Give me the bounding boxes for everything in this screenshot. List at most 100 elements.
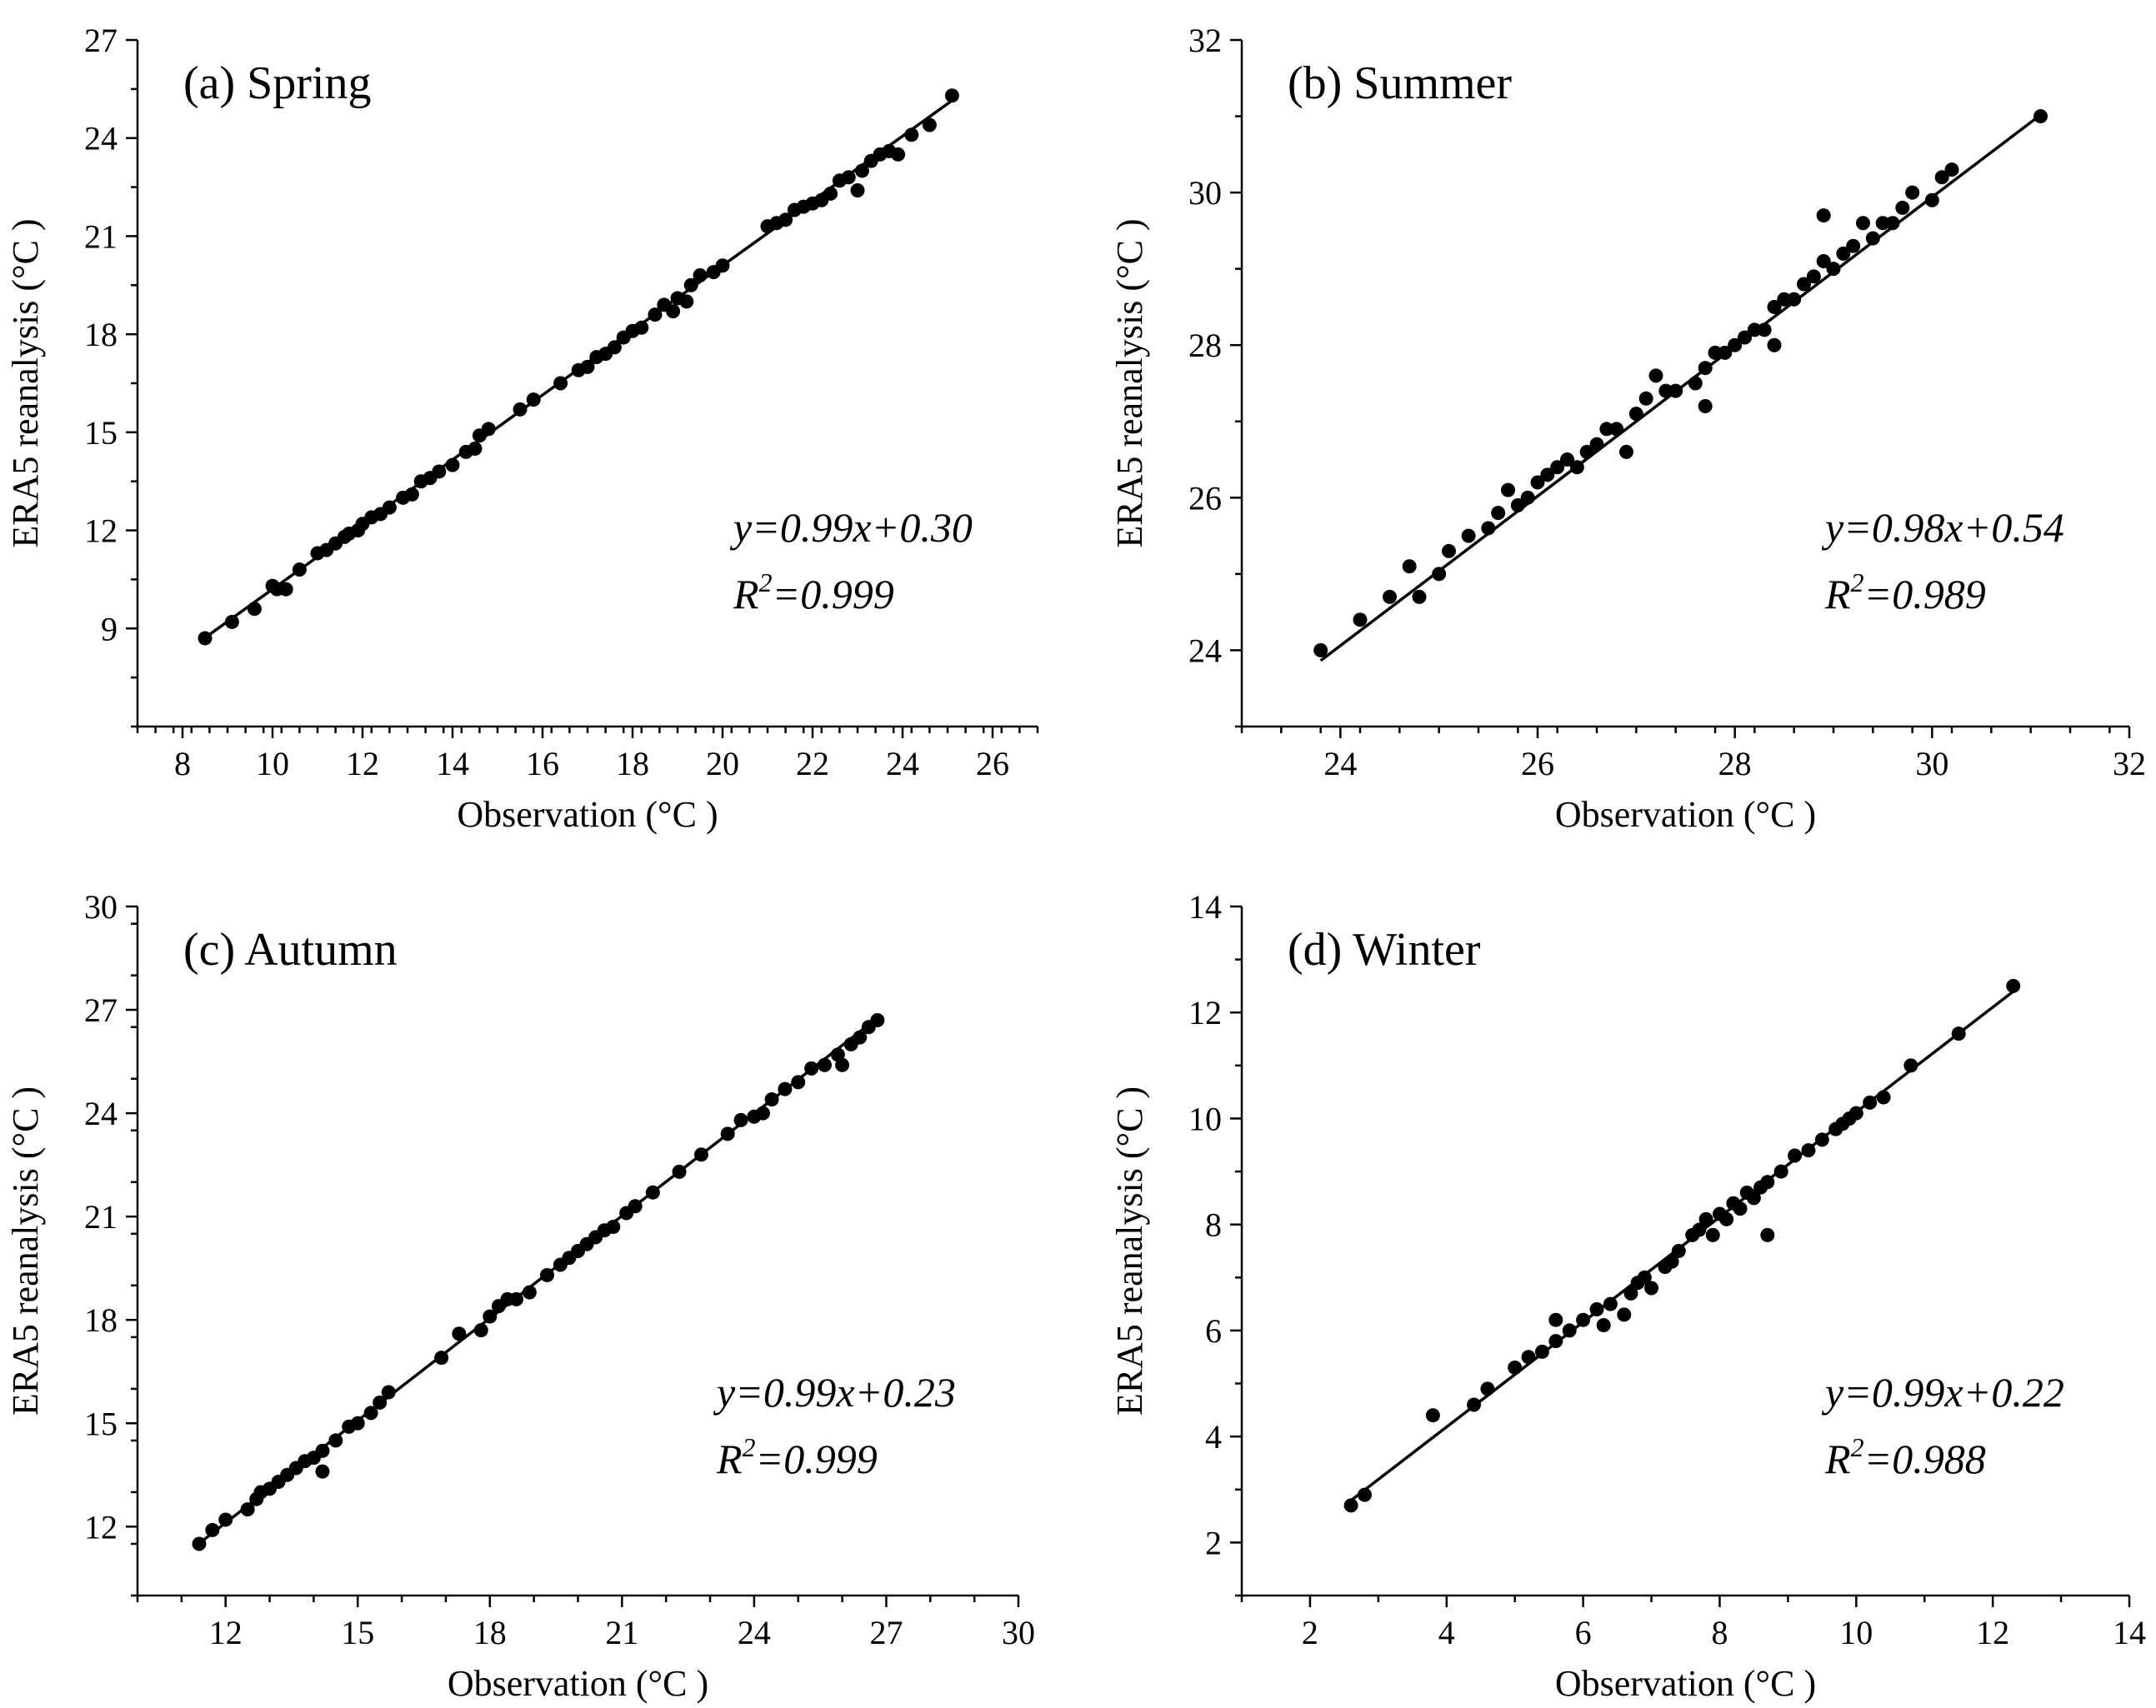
x-axis-title: Observation (°C ) <box>1555 794 1816 835</box>
data-point <box>1826 262 1841 277</box>
data-point <box>693 1147 708 1162</box>
data-point <box>1688 376 1703 391</box>
r-squared-exponent: 2 <box>743 1432 756 1462</box>
y-axis-title: ERA5 reanalysis (°C ) <box>5 1086 46 1416</box>
panel-0: 8 10 12 14 16 18 20 22 24 26 9 12 15 18 21 24 27 Observat… <box>5 22 1039 835</box>
data-point <box>1816 208 1831 223</box>
y-tick-label: 30 <box>84 888 118 926</box>
r-squared-exponent: 2 <box>759 567 773 597</box>
data-point <box>1658 383 1673 398</box>
x-tick-label: 12 <box>1976 1614 2009 1651</box>
data-point <box>853 1030 868 1045</box>
x-tick-label: 6 <box>1575 1614 1592 1651</box>
panel-1: 24 26 28 30 32 24 26 28 30 32 Observation (°C ) ERA… <box>1109 22 2146 835</box>
data-point <box>645 1185 660 1200</box>
panel-title: (d) Winter <box>1288 924 1481 976</box>
data-point <box>1903 1058 1918 1073</box>
data-point <box>1718 345 1733 360</box>
data-point <box>733 1112 748 1127</box>
data-point <box>1698 1211 1713 1226</box>
x-tick-label: 30 <box>1002 1614 1035 1651</box>
data-point <box>1534 1344 1549 1359</box>
data-point <box>1944 162 1959 177</box>
data-point <box>1579 444 1594 459</box>
y-tick-label: 30 <box>1188 174 1222 212</box>
x-tick-label: 24 <box>886 745 919 782</box>
data-point <box>672 1164 687 1179</box>
data-point <box>778 212 793 227</box>
data-point <box>1875 216 1890 231</box>
regression-equation: y=0.99x+0.23 <box>713 1369 956 1416</box>
data-point <box>224 614 239 629</box>
x-tick-label: 24 <box>1323 745 1357 782</box>
data-point <box>1550 460 1565 475</box>
data-point <box>363 1406 378 1421</box>
y-tick-label: 27 <box>84 991 118 1029</box>
data-point <box>1895 200 1910 215</box>
data-point <box>1596 1318 1611 1333</box>
x-tick-label: 26 <box>976 745 1009 782</box>
x-axis-title: Observation (°C ) <box>448 1663 708 1704</box>
data-point <box>404 487 419 502</box>
data-point <box>1343 1498 1358 1513</box>
data-point <box>1599 422 1614 437</box>
data-point <box>1425 1408 1440 1423</box>
data-point <box>1623 1286 1638 1301</box>
data-point <box>1609 422 1624 437</box>
data-point <box>1698 398 1713 413</box>
x-tick-label: 18 <box>473 1614 507 1651</box>
x-axis-title: Observation (°C ) <box>1555 1663 1816 1704</box>
data-point <box>804 1061 819 1076</box>
data-point <box>634 320 649 335</box>
data-point <box>1705 1227 1720 1242</box>
y-tick-label: 24 <box>84 120 118 157</box>
data-point <box>373 1395 388 1410</box>
y-tick-label: 24 <box>84 1095 118 1132</box>
x-tick-label: 26 <box>1521 745 1554 782</box>
y-tick-label: 27 <box>84 22 118 59</box>
y-tick-label: 15 <box>84 414 118 452</box>
data-point <box>607 340 622 355</box>
data-point <box>1801 1143 1816 1158</box>
y-tick-label: 21 <box>84 1198 118 1236</box>
data-point <box>679 294 694 309</box>
data-point <box>764 1092 779 1107</box>
data-point <box>1603 1296 1618 1311</box>
y-tick-label: 21 <box>84 217 118 255</box>
data-point <box>1548 1334 1563 1349</box>
panel-title: (a) Spring <box>183 57 372 109</box>
data-point <box>841 170 856 185</box>
data-point <box>1637 1270 1652 1285</box>
r-squared-value: =0.999 <box>773 571 894 617</box>
data-point <box>473 1323 488 1338</box>
data-point <box>1905 185 1920 200</box>
data-point <box>1767 337 1782 352</box>
data-point <box>1733 1201 1748 1216</box>
data-point <box>891 147 906 162</box>
x-tick-label: 32 <box>2113 745 2146 782</box>
data-point <box>1501 482 1515 497</box>
data-point <box>854 163 869 178</box>
y-tick-label: 12 <box>1188 994 1222 1031</box>
y-tick-label: 10 <box>1188 1100 1222 1137</box>
r-squared: R2=0.989 <box>1824 567 1986 617</box>
y-tick-label: 4 <box>1205 1418 1222 1456</box>
data-point <box>382 500 397 515</box>
data-point <box>1480 1381 1495 1396</box>
r-squared-value: =0.988 <box>1864 1436 1986 1482</box>
data-point <box>468 441 483 456</box>
data-point <box>350 1416 365 1431</box>
x-tick-label: 20 <box>706 745 739 782</box>
data-point <box>445 457 460 472</box>
regression-equation: y=0.99x+0.22 <box>1821 1369 2064 1416</box>
data-point <box>628 1199 643 1214</box>
y-tick-label: 18 <box>84 316 118 353</box>
r-squared-exponent: 2 <box>1851 1432 1864 1462</box>
data-point <box>452 1326 467 1341</box>
data-point <box>1589 437 1604 452</box>
data-point <box>1708 345 1723 360</box>
data-point <box>1816 254 1831 269</box>
data-point <box>481 422 496 437</box>
panel-3: 2 4 6 8 10 12 14 2 4 6 8 10 12 14 Observation (°C ) ERA… <box>1109 888 2146 1704</box>
